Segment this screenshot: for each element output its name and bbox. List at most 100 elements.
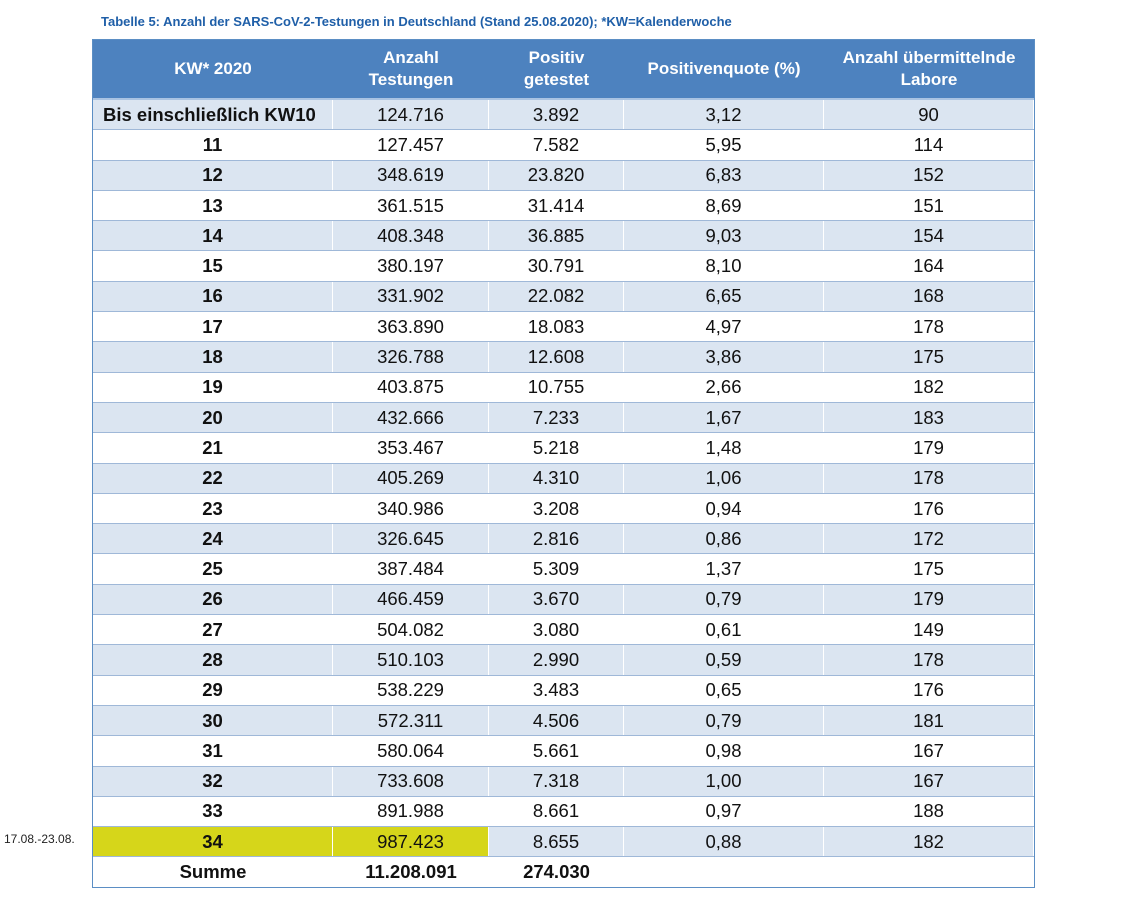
cell-kw: 30 — [93, 705, 333, 736]
cell-kw: 29 — [93, 675, 333, 705]
cell-quote: 4,97 — [624, 312, 824, 342]
cell-kw: 16 — [93, 281, 333, 312]
cell-tests: 891.988 — [333, 796, 489, 827]
header-kw: KW* 2020 — [93, 40, 333, 98]
cell-kw: 13 — [93, 190, 333, 221]
cell-tests: 326.788 — [333, 342, 489, 372]
cell-labs: 181 — [824, 705, 1034, 736]
cell-labs: 179 — [824, 433, 1034, 463]
table-row: 25 387.484 5.309 1,37 175 — [93, 554, 1034, 585]
cell-quote: 1,06 — [624, 463, 824, 493]
cell-kw: 23 — [93, 493, 333, 524]
cell-kw: 33 — [93, 796, 333, 827]
cell-quote: 8,10 — [624, 251, 824, 281]
header-labs-label: Anzahl übermittelnde Labore — [843, 47, 1016, 91]
cell-kw: 12 — [93, 160, 333, 190]
header-tests-label: Anzahl Testungen — [369, 47, 454, 91]
table-row: 18 326.788 12.608 3,86 175 — [93, 342, 1034, 373]
cell-quote: 0,65 — [624, 675, 824, 705]
cell-positive: 4.506 — [489, 705, 624, 736]
cell-positive: 8.661 — [489, 796, 624, 827]
cell-positive: 5.218 — [489, 433, 624, 463]
cell-tests: 408.348 — [333, 221, 489, 251]
cell-labs: 183 — [824, 402, 1034, 433]
table-row: 13 361.515 31.414 8,69 151 — [93, 190, 1034, 222]
cell-tests: 326.645 — [333, 524, 489, 554]
week-date-range-note: 17.08.-23.08. — [4, 832, 75, 846]
cell-labs: 168 — [824, 281, 1034, 312]
cell-positive: 2.816 — [489, 524, 624, 554]
cell-quote: 5,95 — [624, 130, 824, 160]
cell-labs: 175 — [824, 554, 1034, 584]
cell-kw: 18 — [93, 342, 333, 372]
cell-tests: 538.229 — [333, 675, 489, 705]
cell-tests: 387.484 — [333, 554, 489, 584]
table-row: 11 127.457 7.582 5,95 114 — [93, 130, 1034, 161]
cell-quote: 6,83 — [624, 160, 824, 190]
cell-quote: 0,86 — [624, 524, 824, 554]
cell-kw: 11 — [93, 130, 333, 160]
cell-tests: 987.423 — [333, 827, 489, 857]
table-body: Bis einschließlich KW10 124.716 3.892 3,12 9… — [93, 100, 1034, 858]
table-row: 23 340.986 3.208 0,94 176 — [93, 493, 1034, 525]
header-tests-line2: Testungen — [368, 70, 454, 89]
header-tests: Anzahl Testungen — [333, 40, 489, 98]
cell-labs: 178 — [824, 463, 1034, 493]
cell-positive: 5.309 — [489, 554, 624, 584]
cell-positive: 30.791 — [489, 251, 624, 281]
table-row: 20 432.666 7.233 1,67 183 — [93, 402, 1034, 434]
cell-labs: 172 — [824, 524, 1034, 554]
table-header-row: KW* 2020 Anzahl Testungen Positiv getestet… — [93, 40, 1034, 100]
cell-labs: 176 — [824, 675, 1034, 705]
cell-labs: 178 — [824, 312, 1034, 342]
header-positive-label: Positiv getestet — [524, 47, 589, 91]
table-row: 19 403.875 10.755 2,66 182 — [93, 372, 1034, 403]
cell-positive: 3.080 — [489, 615, 624, 645]
cell-labs: 175 — [824, 342, 1034, 372]
cell-tests: 432.666 — [333, 402, 489, 433]
cell-quote: 0,79 — [624, 705, 824, 736]
cell-positive: 7.582 — [489, 130, 624, 160]
cell-labs: 164 — [824, 251, 1034, 281]
cell-kw: 24 — [93, 524, 333, 554]
table-row: 27 504.082 3.080 0,61 149 — [93, 615, 1034, 646]
cell-quote: 9,03 — [624, 221, 824, 251]
cell-tests: 733.608 — [333, 766, 489, 796]
cell-tests: 580.064 — [333, 736, 489, 766]
cell-labs: 149 — [824, 615, 1034, 645]
cell-tests: 340.986 — [333, 493, 489, 524]
header-quote-label: Positivenquote (%) — [647, 59, 801, 78]
table-row: 24 326.645 2.816 0,86 172 — [93, 524, 1034, 555]
cell-positive: 3.892 — [489, 100, 624, 130]
cell-labs: 151 — [824, 190, 1034, 221]
cell-quote: 0,59 — [624, 645, 824, 675]
cell-positive: 2.990 — [489, 645, 624, 675]
header-positive-line2: getestet — [523, 70, 590, 89]
cell-positive: 22.082 — [489, 281, 624, 312]
testing-table: KW* 2020 Anzahl Testungen Positiv getestet… — [92, 39, 1035, 888]
cell-quote: 1,48 — [624, 433, 824, 463]
cell-quote: 3,86 — [624, 342, 824, 372]
cell-tests: 363.890 — [333, 312, 489, 342]
cell-positive: 23.820 — [489, 160, 624, 190]
cell-labs: 182 — [824, 372, 1034, 402]
cell-quote: 8,69 — [624, 190, 824, 221]
cell-tests: 380.197 — [333, 251, 489, 281]
cell-tests: 572.311 — [333, 705, 489, 736]
cell-quote: 0,97 — [624, 796, 824, 827]
table-row: 14 408.348 36.885 9,03 154 — [93, 221, 1034, 252]
cell-tests: 466.459 — [333, 584, 489, 615]
cell-tests: 403.875 — [333, 372, 489, 402]
total-labs-empty — [824, 857, 1034, 887]
cell-positive: 36.885 — [489, 221, 624, 251]
header-kw-label: KW* 2020 — [174, 59, 252, 78]
header-labs: Anzahl übermittelnde Labore — [824, 40, 1034, 98]
cell-quote: 0,88 — [624, 827, 824, 857]
cell-positive: 7.233 — [489, 402, 624, 433]
cell-labs: 176 — [824, 493, 1034, 524]
cell-kw: 19 — [93, 372, 333, 402]
total-positive: 274.030 — [523, 861, 590, 883]
cell-labs: 167 — [824, 736, 1034, 766]
table-row: 33 891.988 8.661 0,97 188 — [93, 796, 1034, 828]
cell-labs: 152 — [824, 160, 1034, 190]
